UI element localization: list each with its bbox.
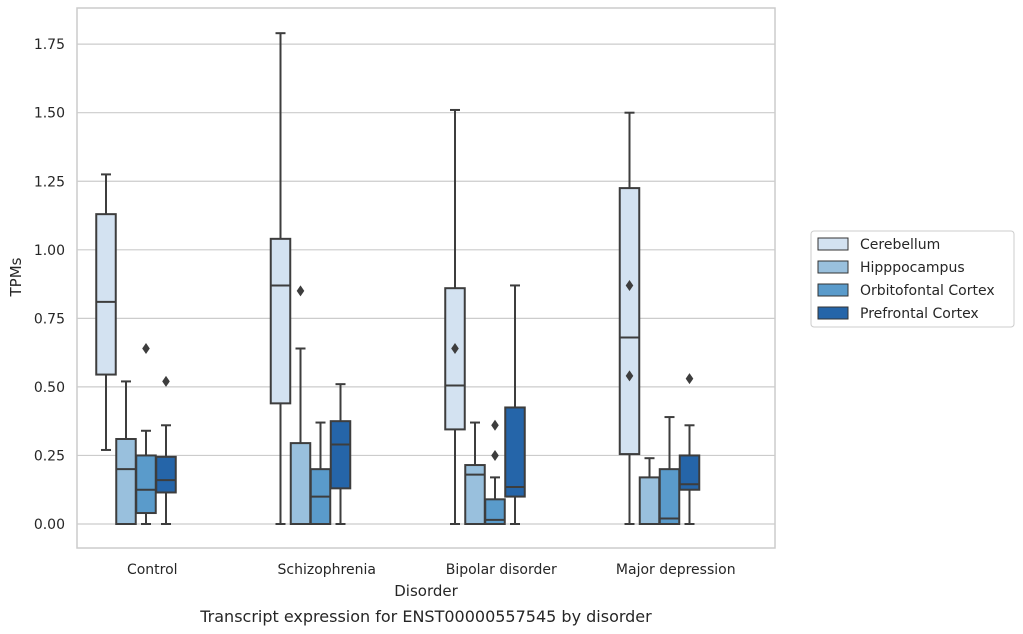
box-iqr [658,468,681,526]
outlier-point [625,370,634,382]
box-prefrontal-cortex-1 [329,383,352,525]
y-tick-label: 0.75 [34,311,65,327]
box-iqr [115,437,137,525]
y-tick-label: 0.25 [34,448,65,464]
plot-frame [76,7,776,549]
y-tick-label: 1.50 [34,106,65,122]
x-axis-label: Disorder [394,582,458,600]
legend-swatch [817,260,849,274]
box-prefrontal-cortex-3 [678,373,701,525]
outlier-point [162,375,170,387]
box-iqr [289,442,312,525]
legend-label: Orbitofontal Cortex [860,283,995,299]
x-tick-label: Schizophrenia [278,562,376,578]
plot-area [95,32,701,526]
x-axis-ticks: Control Schizophrenia Bipolar disorder Majo… [127,562,736,578]
y-axis-ticks: 0.00 0.25 0.50 0.75 1.00 1.25 1.50 1.75 [34,37,65,533]
y-tick-label: 0.50 [34,380,65,396]
box-iqr [444,287,466,431]
box-orbitofontal-cortex-3 [658,416,681,526]
gridlines [77,43,775,525]
box-prefrontal-cortex-0 [155,375,177,525]
box-hipppocampus-2 [464,421,486,525]
box-prefrontal-cortex-2 [504,284,526,525]
box-cerebellum-3 [618,111,641,525]
legend-frame [810,230,1015,328]
box-iqr [638,476,661,525]
outlier-point [296,285,305,297]
outlier-point [491,449,499,461]
box-iqr [135,454,157,515]
box-iqr [464,464,486,525]
x-tick-label: Control [127,562,178,578]
legend: Cerebellum Hipppocampus Orbitofontal Corte… [810,230,1015,328]
box-iqr [95,213,117,376]
box-iqr [484,498,506,525]
legend-swatch [817,237,849,251]
chart-caption: Transcript expression for ENST0000055754… [199,607,652,626]
legend-label: Cerebellum [860,237,940,253]
box-iqr [504,406,526,498]
box-iqr [155,455,177,494]
y-tick-label: 0.00 [34,517,65,533]
y-tick-label: 1.75 [34,37,65,53]
y-axis-label: TPMs [7,257,25,297]
box-orbitofontal-cortex-1 [309,421,332,526]
outlier-point [491,419,499,431]
box-orbitofontal-cortex-2 [484,419,506,525]
legend-swatch [817,306,849,320]
y-tick-label: 1.25 [34,174,65,190]
outlier-point [685,373,694,385]
box-cerebellum-1 [269,32,292,525]
legend-swatch [817,283,849,297]
box-iqr [678,454,701,491]
legend-label: Hipppocampus [860,260,965,276]
box-cerebellum-0 [95,173,117,451]
legend-label: Prefrontal Cortex [860,306,979,322]
outlier-point [451,343,459,355]
outlier-point [142,343,150,355]
box-iqr [618,187,641,456]
x-tick-label: Major depression [616,562,736,578]
box-iqr [269,237,292,405]
box-iqr [329,420,352,490]
box-orbitofontal-cortex-0 [135,343,157,525]
box-cerebellum-2 [444,108,466,525]
outlier-point [625,279,634,291]
x-tick-label: Bipolar disorder [446,562,557,578]
y-tick-label: 1.00 [34,243,65,259]
